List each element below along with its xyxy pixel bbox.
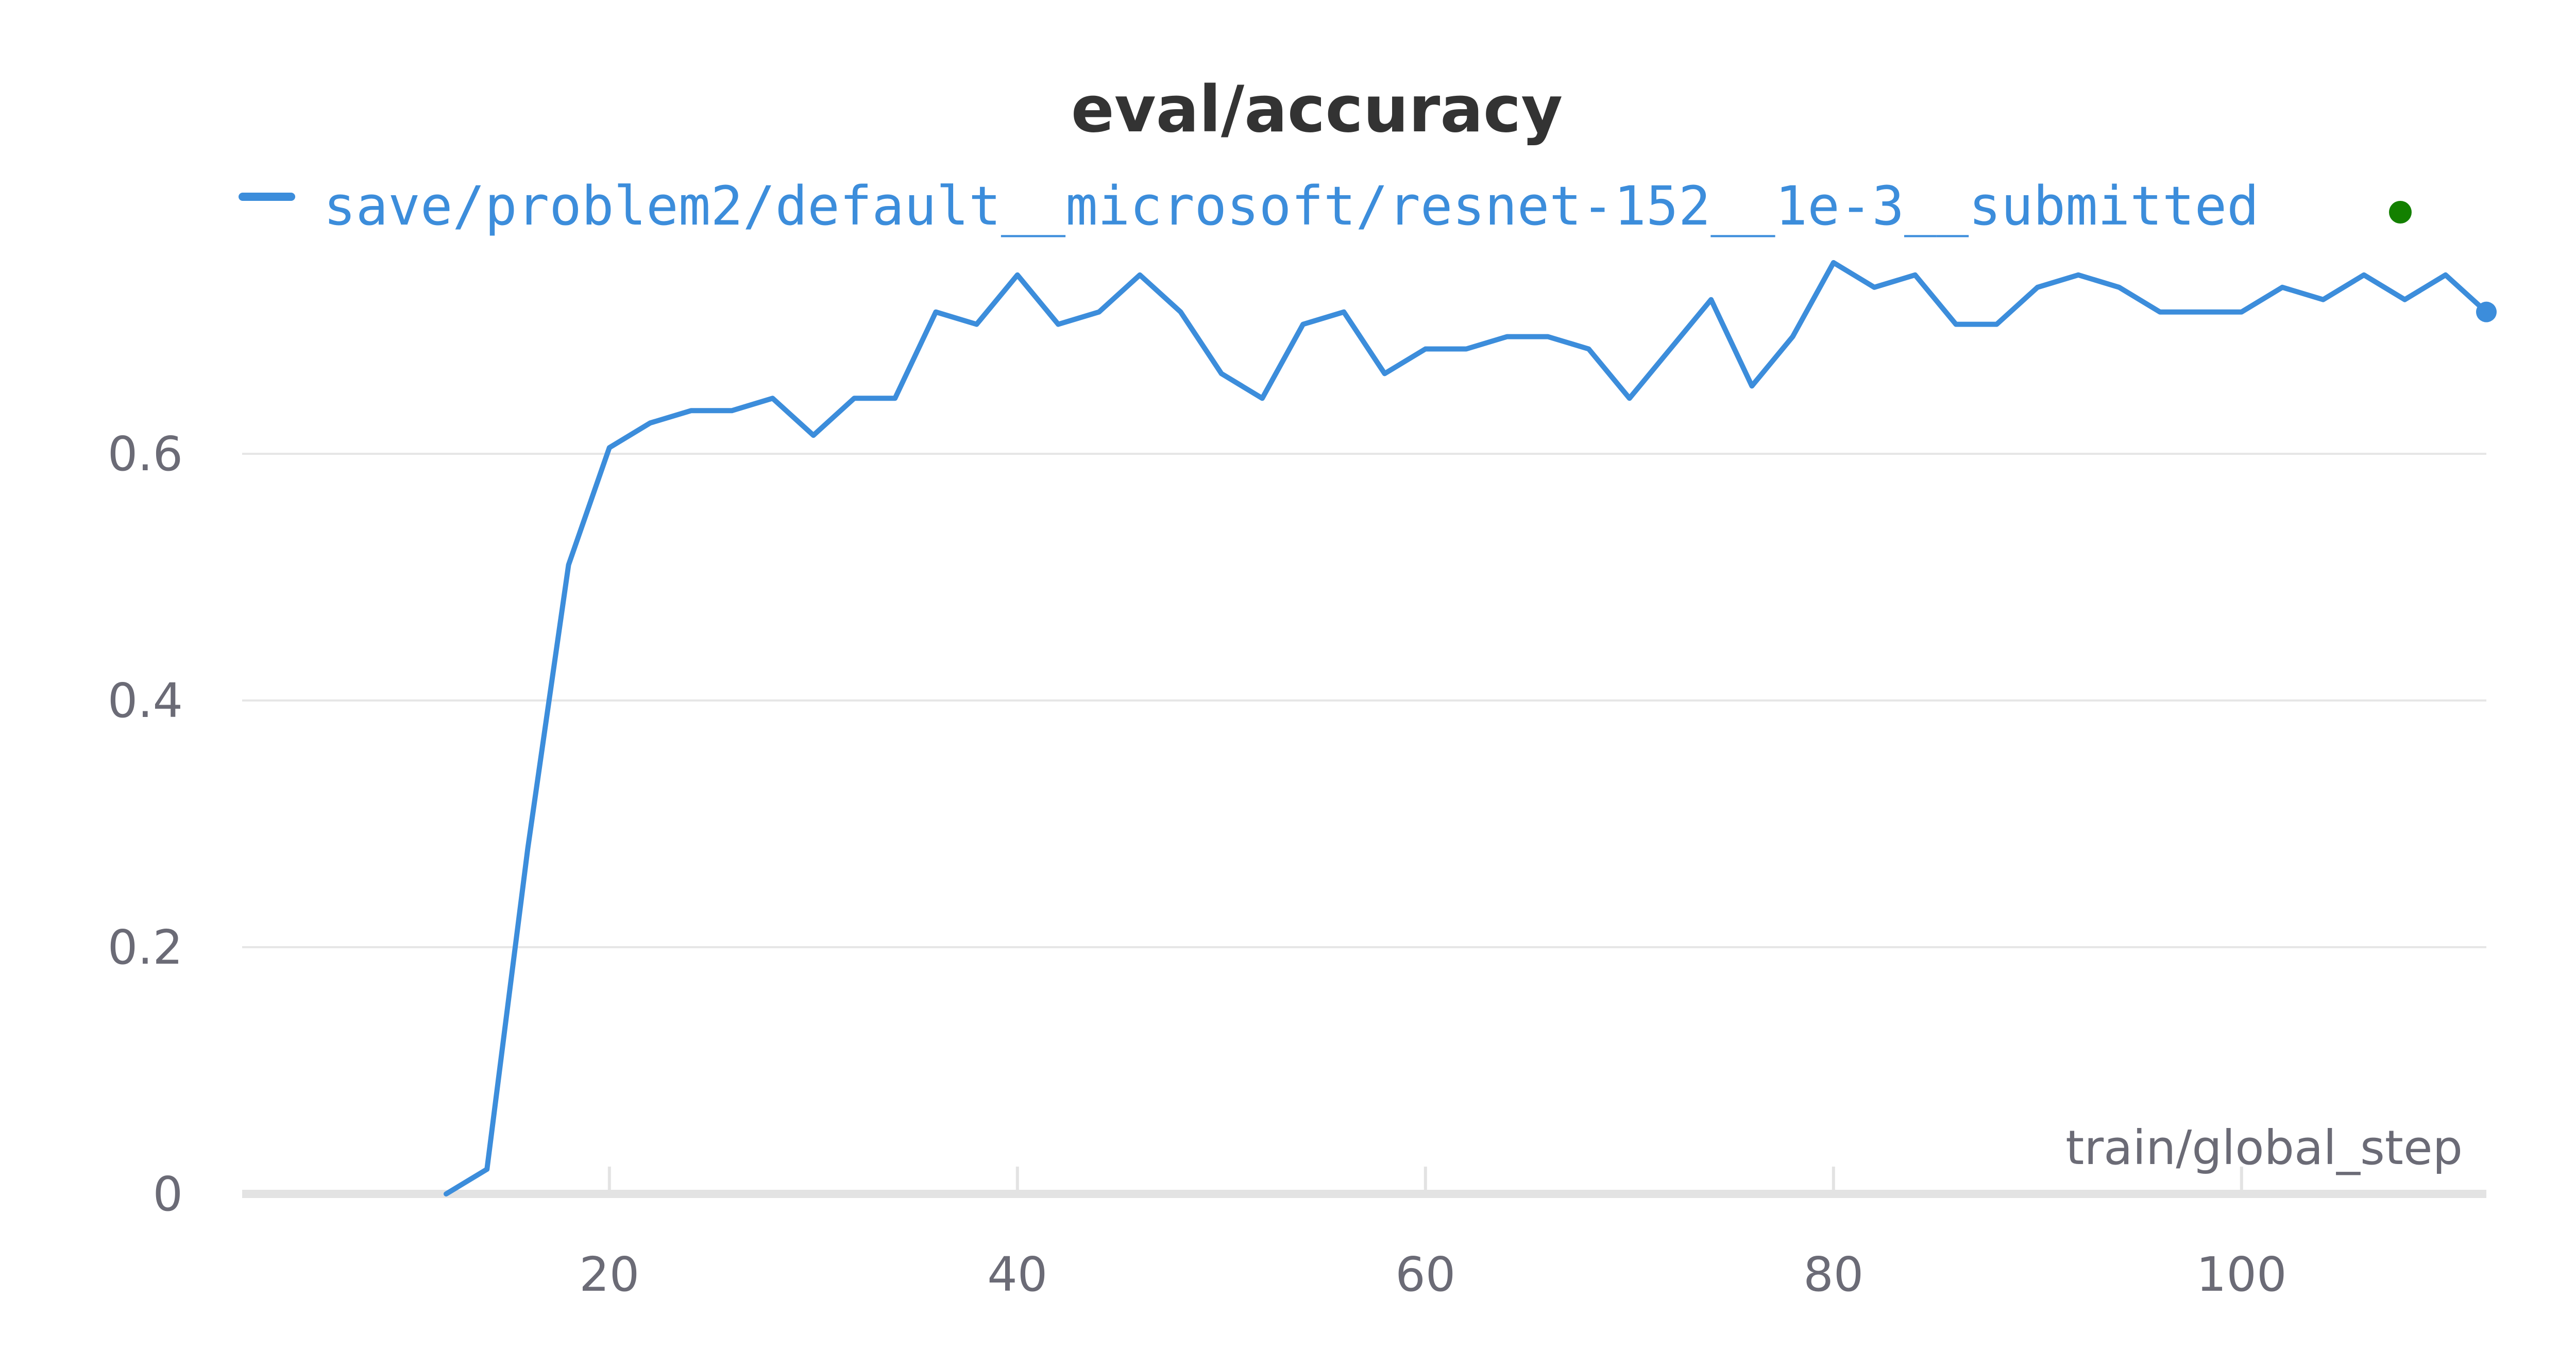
data-point bbox=[2402, 297, 2408, 303]
data-point bbox=[1504, 334, 1510, 340]
data-point bbox=[1749, 383, 1755, 389]
data-point bbox=[2157, 309, 2163, 315]
x-tick-label: 60 bbox=[1395, 1247, 1455, 1302]
data-point bbox=[1626, 395, 1633, 401]
data-point bbox=[770, 395, 776, 401]
x-axis-label: train/global_step bbox=[2065, 1120, 2463, 1175]
data-point bbox=[2116, 284, 2122, 290]
data-point bbox=[1422, 346, 1429, 352]
data-point bbox=[1178, 309, 1184, 315]
data-point bbox=[1463, 346, 1469, 352]
data-point bbox=[933, 309, 939, 315]
data-point bbox=[606, 444, 613, 451]
data-point bbox=[1218, 370, 1225, 377]
y-tick-label: 0.6 bbox=[108, 426, 183, 482]
data-point bbox=[2320, 297, 2326, 303]
data-point bbox=[1790, 334, 1796, 340]
x-tick-label: 80 bbox=[1803, 1247, 1863, 1302]
data-point bbox=[892, 395, 898, 401]
data-point bbox=[1137, 272, 1143, 278]
data-point bbox=[2279, 284, 2285, 290]
x-axis: 20 40 60 80 100 bbox=[242, 1167, 2486, 1302]
series-line bbox=[444, 260, 2489, 1196]
y-tick-label: 0.2 bbox=[108, 920, 183, 975]
data-point bbox=[2035, 284, 2041, 290]
data-point bbox=[2361, 272, 2367, 278]
data-point bbox=[2075, 272, 2081, 278]
data-point bbox=[524, 845, 531, 851]
data-point bbox=[1912, 272, 1918, 278]
x-tick-label: 40 bbox=[987, 1247, 1047, 1302]
data-point bbox=[1259, 395, 1265, 401]
data-point bbox=[2239, 309, 2245, 315]
chart-title: eval/accuracy bbox=[1071, 73, 1563, 147]
data-point bbox=[1831, 260, 1837, 266]
legend-series-label[interactable]: save/problem2/default__microsoft/resnet-… bbox=[324, 175, 2259, 237]
legend-swatch bbox=[239, 193, 295, 201]
data-point bbox=[1014, 272, 1021, 278]
data-point bbox=[1953, 321, 1959, 328]
data-point bbox=[1994, 321, 2000, 328]
data-point bbox=[1667, 346, 1673, 352]
x-tick-label: 20 bbox=[579, 1247, 639, 1302]
data-point bbox=[688, 407, 694, 414]
data-point bbox=[566, 562, 572, 568]
data-point bbox=[1096, 309, 1102, 315]
data-point bbox=[1055, 321, 1061, 328]
data-point bbox=[443, 1191, 449, 1197]
data-point bbox=[851, 395, 857, 401]
data-point bbox=[1586, 346, 1592, 352]
y-tick-label: 0.4 bbox=[108, 673, 183, 728]
grid-lines bbox=[242, 453, 2486, 949]
run-status-dot bbox=[2389, 201, 2412, 224]
data-point bbox=[2443, 272, 2449, 278]
data-point bbox=[647, 420, 653, 426]
data-point bbox=[974, 321, 980, 328]
data-point bbox=[1341, 309, 1347, 315]
legend[interactable]: save/problem2/default__microsoft/resnet-… bbox=[239, 175, 2412, 237]
y-axis: 0 0.2 0.4 0.6 bbox=[108, 426, 183, 1222]
data-point bbox=[1871, 284, 1877, 290]
data-point bbox=[1382, 370, 1388, 377]
y-tick-label: 0 bbox=[152, 1167, 183, 1222]
series-end-marker bbox=[2476, 301, 2497, 322]
data-point bbox=[728, 407, 735, 414]
data-point bbox=[810, 432, 817, 438]
data-point bbox=[1708, 297, 1714, 303]
data-point bbox=[484, 1166, 490, 1172]
data-point bbox=[2198, 309, 2204, 315]
series-layer bbox=[443, 260, 2497, 1197]
data-point bbox=[1545, 334, 1551, 340]
x-tick-label: 100 bbox=[2196, 1247, 2287, 1302]
data-point bbox=[1300, 321, 1306, 328]
